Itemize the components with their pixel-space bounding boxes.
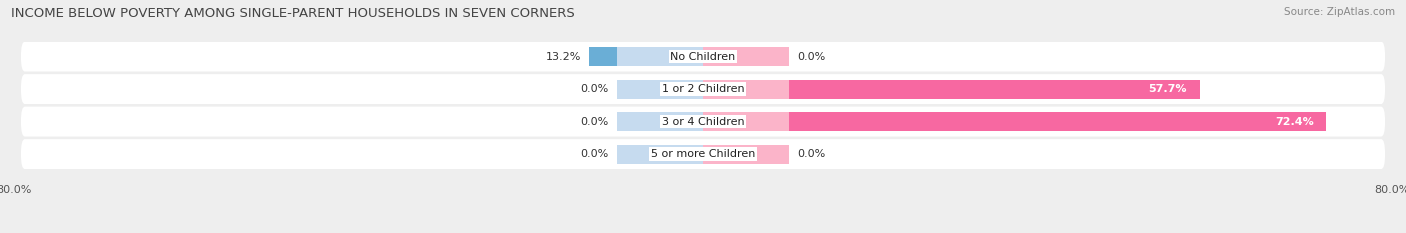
Text: 3 or 4 Children: 3 or 4 Children xyxy=(662,116,744,127)
Text: 1 or 2 Children: 1 or 2 Children xyxy=(662,84,744,94)
Bar xyxy=(703,47,789,66)
Text: 72.4%: 72.4% xyxy=(1275,116,1313,127)
Text: 5 or more Children: 5 or more Children xyxy=(651,149,755,159)
FancyBboxPatch shape xyxy=(21,107,1385,137)
FancyBboxPatch shape xyxy=(21,74,1385,104)
Bar xyxy=(703,145,789,164)
Bar xyxy=(589,47,703,66)
Bar xyxy=(617,145,703,164)
Bar xyxy=(617,80,703,99)
Legend: Single Father, Single Mother: Single Father, Single Mother xyxy=(603,230,803,233)
Text: 57.7%: 57.7% xyxy=(1149,84,1187,94)
Bar xyxy=(703,112,1326,131)
Text: No Children: No Children xyxy=(671,51,735,62)
Text: 13.2%: 13.2% xyxy=(546,51,581,62)
Text: 0.0%: 0.0% xyxy=(797,51,825,62)
Text: INCOME BELOW POVERTY AMONG SINGLE-PARENT HOUSEHOLDS IN SEVEN CORNERS: INCOME BELOW POVERTY AMONG SINGLE-PARENT… xyxy=(11,7,575,20)
Text: 0.0%: 0.0% xyxy=(797,149,825,159)
Bar xyxy=(617,47,703,66)
Text: 0.0%: 0.0% xyxy=(581,116,609,127)
Bar xyxy=(703,80,789,99)
Text: 0.0%: 0.0% xyxy=(581,149,609,159)
Bar xyxy=(617,112,703,131)
FancyBboxPatch shape xyxy=(21,139,1385,169)
FancyBboxPatch shape xyxy=(21,42,1385,72)
Text: 0.0%: 0.0% xyxy=(581,84,609,94)
Bar xyxy=(703,112,789,131)
Text: Source: ZipAtlas.com: Source: ZipAtlas.com xyxy=(1284,7,1395,17)
Bar xyxy=(703,80,1199,99)
